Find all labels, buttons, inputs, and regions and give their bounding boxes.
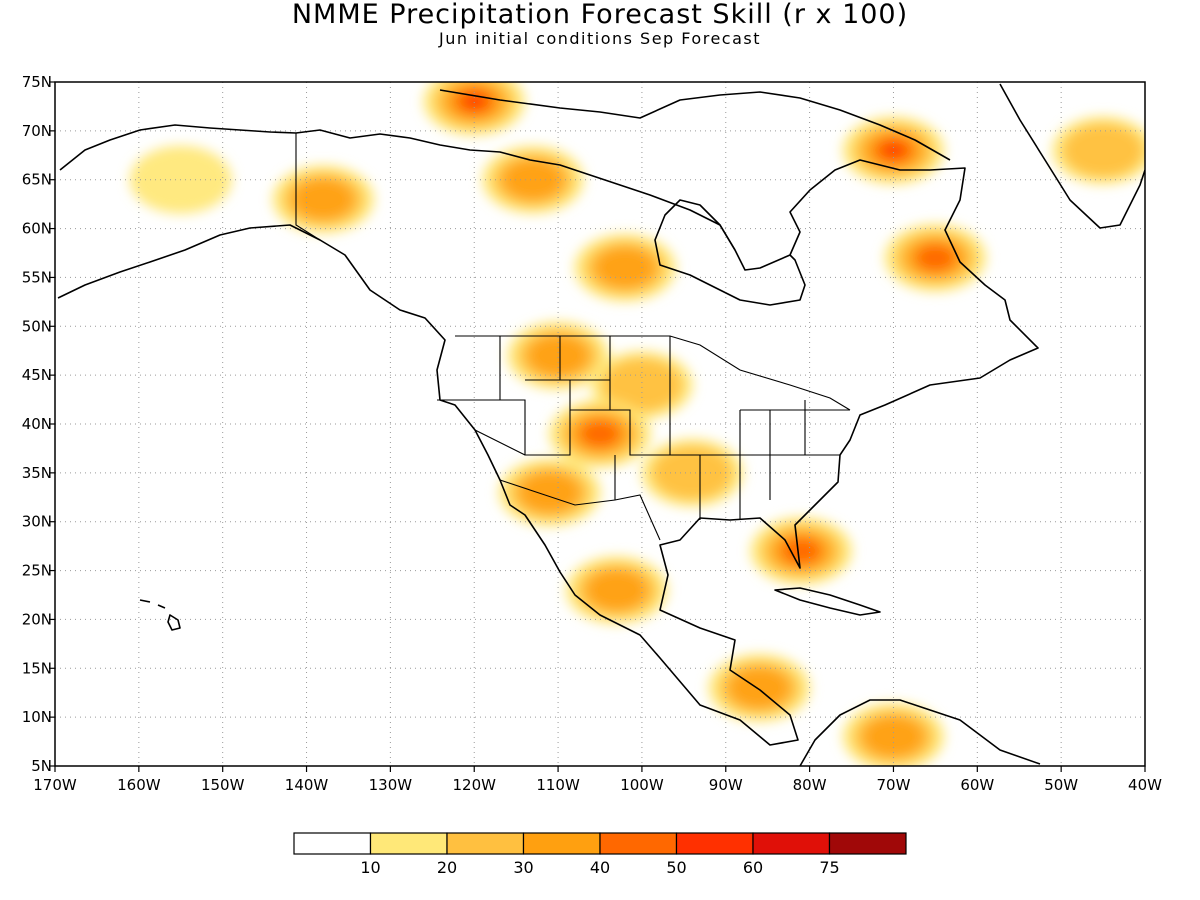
skill-contour-baffin-island — [884, 144, 903, 157]
lon-tick-label: 90W — [709, 776, 743, 794]
lat-tick-label: 65N — [22, 171, 52, 189]
skill-contour-labrador — [915, 244, 955, 271]
skill-contour-arctic-islands-west — [465, 95, 484, 108]
coastline-arctic-islands — [439, 89, 951, 161]
lat-tick-label: 15N — [22, 659, 52, 677]
lon-tick-label: 40W — [1128, 776, 1162, 794]
skill-contour-nicaragua — [729, 667, 790, 708]
colorbar-swatch — [675, 832, 754, 855]
lat-tick-label: 20N — [22, 610, 52, 628]
lat-tick-label: 55N — [22, 268, 52, 286]
alaska-canada-border — [295, 133, 321, 241]
skill-shading-layer — [129, 82, 1145, 766]
lat-tick-label: 50N — [22, 317, 52, 335]
map-subtitle: Jun initial conditions Sep Forecast — [438, 29, 761, 48]
lat-tick-label: 60N — [22, 220, 52, 238]
coastline-south-america — [799, 699, 1041, 766]
skill-contour-florida — [781, 538, 821, 565]
coastline-cuba — [774, 587, 881, 616]
lon-tick-label: 150W — [201, 776, 245, 794]
graticule — [55, 82, 1145, 766]
colorbar-swatch — [369, 832, 448, 855]
us-state-lines — [437, 336, 850, 520]
colorbar-swatch — [599, 832, 678, 855]
lat-tick-label: 45N — [22, 366, 52, 384]
lon-tick-label: 140W — [285, 776, 329, 794]
colorbar-swatch — [752, 832, 831, 855]
lon-tick-label: 110W — [536, 776, 580, 794]
lat-tick-label: 70N — [22, 122, 52, 140]
lat-tick-label: 40N — [22, 415, 52, 433]
colorbar-swatch — [522, 832, 601, 855]
map-title: NMME Precipitation Forecast Skill (r x 1… — [291, 0, 909, 30]
colorbar-label: 40 — [590, 858, 610, 877]
coastline-north-america — [57, 124, 1039, 746]
lat-tick-label: 75N — [22, 73, 52, 91]
lat-tick-label: 25N — [22, 562, 52, 580]
skill-contour-northwest-territories — [502, 159, 563, 200]
skill-contour-colorado — [580, 420, 620, 447]
skill-contour-colombia-venezuela — [863, 716, 924, 757]
skill-contour-dakotas — [601, 357, 683, 412]
colorbar: 10 20 30 40 50 60 75 — [293, 832, 907, 877]
colorbar-label: 60 — [743, 858, 763, 877]
lon-tick-label: 170W — [33, 776, 77, 794]
colorbar-swatch — [828, 832, 907, 855]
skill-contour-montana — [528, 335, 589, 376]
latitude-labels: 5N 10N 15N 20N 25N 30N 35N 40N 45N 50N 55N 60N 65N 70… — [22, 73, 52, 775]
lat-tick-label: 5N — [31, 757, 52, 775]
coastline-hawaii — [139, 599, 181, 631]
lon-tick-label: 120W — [452, 776, 496, 794]
lon-tick-label: 160W — [117, 776, 161, 794]
skill-contour-hudson-bay-west — [595, 247, 656, 288]
skill-contour-yukon — [293, 179, 354, 220]
skill-contour-arkansas — [651, 445, 733, 500]
lon-tick-label: 50W — [1044, 776, 1078, 794]
political-boundaries — [295, 133, 851, 541]
colorbar-label: 20 — [437, 858, 457, 877]
longitude-labels: 170W 160W 150W 140W 130W 120W 110W 100W 90W 80W 70… — [33, 776, 1162, 794]
lon-tick-label: 60W — [960, 776, 994, 794]
colorbar-swatch — [293, 832, 372, 855]
lat-tick-label: 10N — [22, 708, 52, 726]
us-mexico-border — [499, 479, 661, 541]
lon-tick-label: 130W — [369, 776, 413, 794]
colorbar-label: 10 — [360, 858, 380, 877]
colorbar-label: 75 — [819, 858, 839, 877]
canada-us-border — [455, 335, 851, 411]
lon-tick-label: 100W — [620, 776, 664, 794]
axis-ticks — [49, 81, 1146, 772]
coastline-layer — [57, 83, 1145, 766]
coastline-hudson-bay — [654, 199, 806, 306]
skill-blobs — [129, 82, 1145, 766]
lat-tick-label: 35N — [22, 464, 52, 482]
lon-tick-label: 70W — [877, 776, 911, 794]
skill-contour-mexico-central — [586, 570, 647, 611]
colorbar-label: 30 — [513, 858, 533, 877]
lat-tick-label: 30N — [22, 513, 52, 531]
colorbar-swatch — [446, 832, 525, 855]
skill-contour-arizona — [519, 472, 580, 513]
coastline-greenland — [999, 83, 1145, 229]
skill-contour-greenland — [1062, 123, 1144, 178]
colorbar-label: 50 — [666, 858, 686, 877]
lon-tick-label: 80W — [793, 776, 827, 794]
